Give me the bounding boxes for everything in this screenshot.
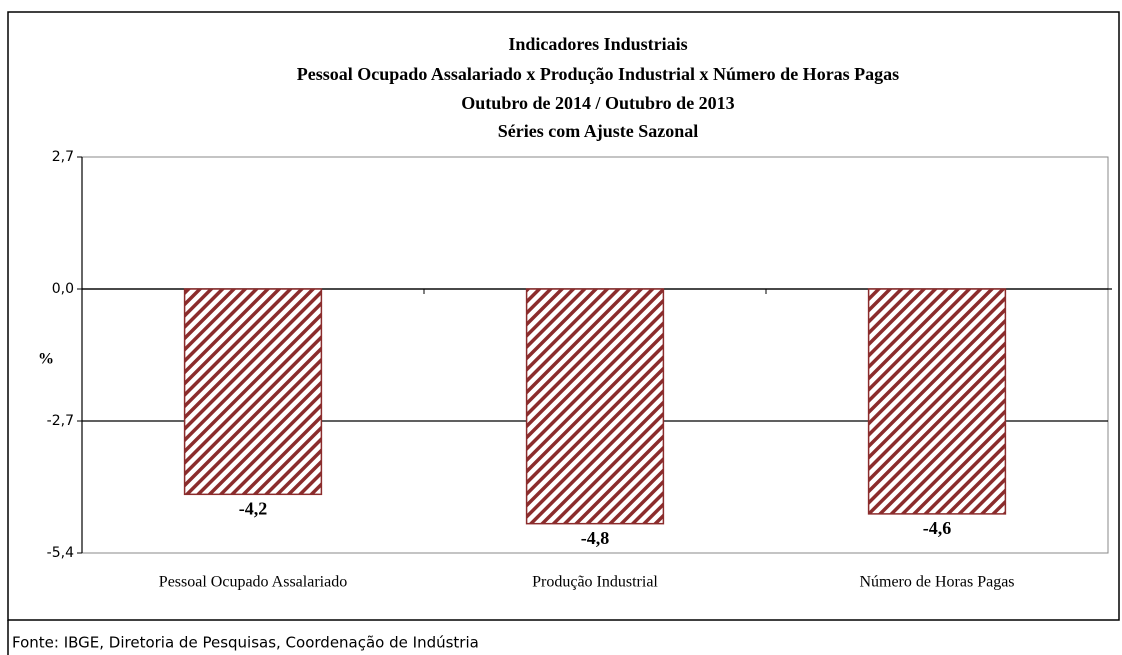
y-axis-label: %: [38, 351, 54, 368]
y-tick-label: -2,7: [47, 413, 74, 429]
value-label: -4,2: [239, 498, 268, 518]
value-label: -4,6: [923, 518, 952, 538]
chart-title: Pessoal Ocupado Assalariado x Produção I…: [297, 64, 899, 84]
x-tick-label: Número de Horas Pagas: [859, 574, 1014, 591]
chart-title: Séries com Ajuste Sazonal: [498, 121, 698, 141]
bar: [183, 288, 323, 496]
bar: [525, 288, 665, 525]
y-tick-label: 2,7: [52, 149, 74, 165]
bar: [867, 288, 1007, 515]
x-tick-label: Produção Industrial: [532, 574, 658, 591]
source-note: Fonte: IBGE, Diretoria de Pesquisas, Coo…: [12, 634, 479, 652]
chart-title: Indicadores Industriais: [508, 34, 687, 54]
y-tick-label: -5,4: [47, 545, 74, 561]
y-tick-label: 0,0: [52, 281, 74, 297]
value-label: -4,8: [581, 528, 610, 548]
chart-title: Outubro de 2014 / Outubro de 2013: [461, 93, 734, 113]
frame: [7, 11, 1120, 621]
x-tick-label: Pessoal Ocupado Assalariado: [159, 574, 347, 591]
